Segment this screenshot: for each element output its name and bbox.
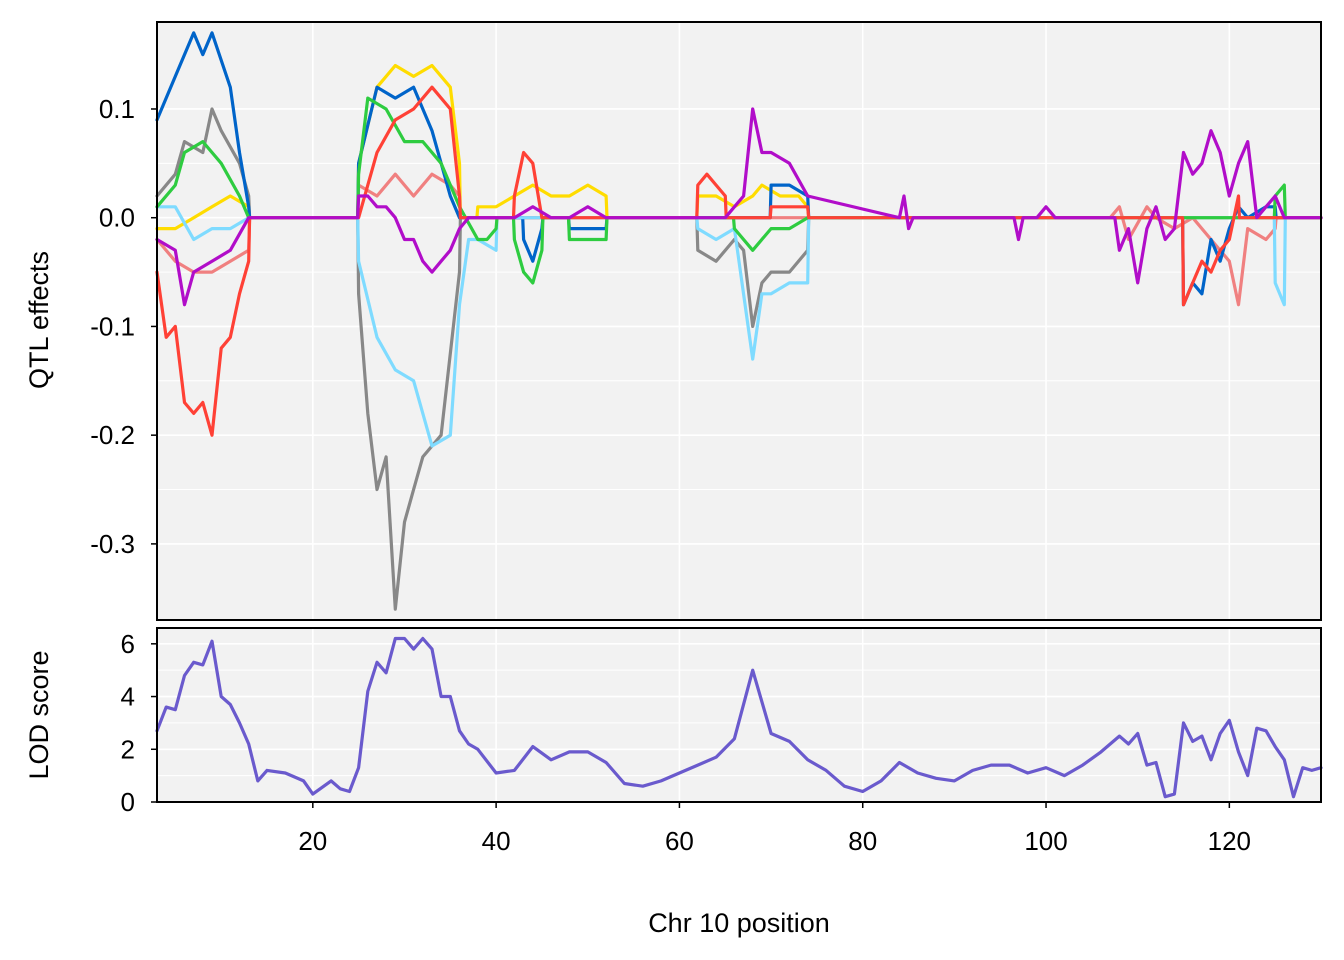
effects-series-line-7 (155, 85, 1323, 437)
effects-y-tick-label: 0.1 (99, 94, 135, 124)
x-tick-label: 20 (298, 826, 327, 856)
x-tick-label: 40 (482, 826, 511, 856)
lod-y-axis-title: LOD score (24, 650, 54, 779)
effects-y-tick-label: 0.0 (99, 203, 135, 233)
lod-series-group (155, 636, 1323, 799)
effects-series-line-2 (155, 107, 1323, 611)
x-tick-label: 100 (1024, 826, 1067, 856)
effects-panel-frame (156, 21, 1322, 621)
effects-y-ticks: 0.1 0.0 -0.1 -0.2 -0.3 (90, 94, 157, 559)
effects-y-axis-title: QTL effects (24, 251, 54, 389)
effects-y-tick-label: -0.3 (90, 529, 135, 559)
lod-y-tick-label: 0 (121, 787, 135, 817)
effects-series-line-8 (155, 107, 1323, 307)
x-axis-title: Chr 10 position (648, 908, 830, 938)
x-tick-label: 80 (848, 826, 877, 856)
lod-panel-frame (156, 627, 1322, 803)
x-tick-label: 120 (1208, 826, 1251, 856)
effects-y-tick-label: -0.2 (90, 420, 135, 450)
lod-panel: 6 4 2 0 LOD score (24, 627, 1323, 817)
lod-grid (157, 628, 1321, 803)
lod-panel-background (157, 628, 1321, 802)
x-tick-label: 60 (665, 826, 694, 856)
effects-series-group (155, 31, 1323, 611)
lod-y-tick-label: 4 (121, 682, 135, 712)
lod-y-ticks: 6 4 2 0 (121, 629, 157, 817)
lod-y-tick-label: 6 (121, 629, 135, 659)
effects-y-tick-label: -0.1 (90, 311, 135, 341)
effects-panel-background (157, 22, 1321, 620)
lod-series-line-1 (155, 636, 1323, 799)
lod-y-tick-label: 2 (121, 734, 135, 764)
x-ticks: 20 40 60 80 100 120 (298, 802, 1251, 856)
effects-panel: 0.1 0.0 -0.1 -0.2 -0.3 QTL effects (24, 21, 1323, 621)
